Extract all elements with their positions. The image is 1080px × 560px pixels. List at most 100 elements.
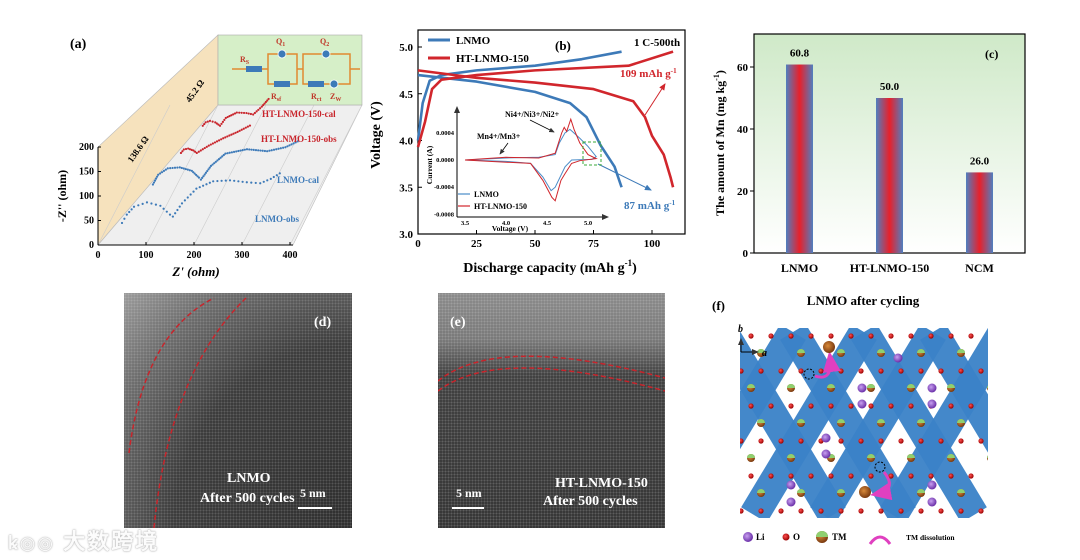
x-tick-label: HT-LNMO-150 <box>850 261 930 275</box>
data-point <box>214 121 217 124</box>
li-atom <box>893 353 903 363</box>
surface-layer-boundary <box>438 355 665 392</box>
data-point <box>128 210 131 214</box>
data-point <box>171 215 174 218</box>
o-atom <box>948 403 954 409</box>
data-point <box>202 184 205 187</box>
series-lnmo-charge <box>416 50 622 141</box>
data-point <box>204 121 207 124</box>
data-point <box>190 148 193 151</box>
tm-atom-top <box>747 384 755 388</box>
data-point <box>182 148 185 151</box>
data-point <box>254 149 258 152</box>
data-point <box>183 199 186 202</box>
cpe-q1 <box>277 49 287 59</box>
cycle-info: After 500 cycles <box>543 494 638 509</box>
legend-lnmo-obs: LNMO-obs <box>255 214 300 224</box>
label-rct: Rct <box>311 92 321 103</box>
data-point <box>195 151 198 155</box>
vacancy-icon <box>803 368 815 380</box>
tm-atom-top <box>787 454 795 458</box>
o-atom <box>758 508 764 514</box>
cpe-q2 <box>321 49 331 59</box>
o-atom <box>878 508 884 514</box>
annotation-lnmo-capacity: 87 mAh g-1 <box>624 199 676 212</box>
tm-atom <box>997 489 1005 497</box>
tm-atom <box>987 385 988 391</box>
data-point <box>221 120 225 123</box>
label-rs: RS <box>240 55 250 66</box>
tm-atom-top <box>957 349 965 353</box>
label-zw: ZW <box>330 92 341 103</box>
x-tick-label: 400 <box>283 250 298 261</box>
o-atom <box>778 368 784 374</box>
o-atom <box>768 403 774 409</box>
data-point <box>189 193 192 196</box>
data-point <box>137 204 140 207</box>
o-atom <box>958 368 964 374</box>
data-point <box>222 137 225 140</box>
o-atom <box>968 473 974 479</box>
o-atom-icon <box>782 533 790 541</box>
data-point <box>220 138 223 141</box>
dissolution-legend-icon <box>868 535 892 545</box>
o-atom <box>740 438 744 444</box>
data-point <box>272 175 275 179</box>
o-atom <box>748 473 754 479</box>
data-point <box>226 152 229 155</box>
li-atom <box>857 399 867 409</box>
data-point <box>204 171 208 174</box>
o-atom <box>908 473 914 479</box>
data-point <box>279 147 282 150</box>
data-point <box>145 201 149 204</box>
panel-f-title: LNMO after cycling <box>807 293 920 308</box>
panel-f-label: (f) <box>712 298 725 313</box>
tm-atom-top <box>947 454 955 458</box>
data-point <box>259 182 262 185</box>
x-tick-label: 300 <box>235 250 250 261</box>
legend-dissolution: TM dissolution <box>906 533 955 542</box>
annotation-ni: Ni4+/Ni3+/Ni2+ <box>505 110 560 119</box>
y-tick-label: 5.0 <box>399 42 413 54</box>
label-rsf: Rsf <box>271 92 282 103</box>
data-point <box>266 179 269 182</box>
li-atom <box>786 480 796 490</box>
o-atom <box>978 438 984 444</box>
data-point <box>257 108 260 111</box>
o-atom <box>788 333 794 339</box>
data-point <box>221 155 224 158</box>
data-point <box>176 208 179 212</box>
axis-b-label: b <box>738 324 743 335</box>
data-point <box>154 177 158 180</box>
o-atom <box>888 473 894 479</box>
tm-atom-top <box>987 385 988 388</box>
o-atom <box>918 508 924 514</box>
o-atom <box>948 333 954 339</box>
inset-legend-lnmo: LNMO <box>474 190 499 199</box>
o-atom <box>978 508 984 514</box>
data-point <box>268 149 271 152</box>
data-point <box>217 123 220 126</box>
li-atom <box>821 449 831 459</box>
data-point <box>233 179 236 182</box>
y-tick-label: 50 <box>84 216 94 227</box>
data-point <box>266 99 269 102</box>
o-atom <box>798 368 804 374</box>
o-atom <box>888 333 894 339</box>
data-point <box>238 111 241 114</box>
tm-atom <box>947 524 955 532</box>
o-atom <box>958 508 964 514</box>
o-atom <box>748 403 754 409</box>
y-axis-label: -Z'' (ohm) <box>55 170 69 222</box>
panel-b-label: (b) <box>555 38 571 53</box>
dissolution-arrows <box>803 341 893 501</box>
data-point <box>230 133 233 136</box>
o-atom <box>858 368 864 374</box>
li-atom <box>857 383 867 393</box>
data-point <box>195 173 198 177</box>
data-point <box>201 148 204 151</box>
cycle-info: After 500 cycles <box>200 491 295 506</box>
inset-y-tick-label: -0.0004 <box>434 184 455 191</box>
data-point <box>272 148 276 151</box>
